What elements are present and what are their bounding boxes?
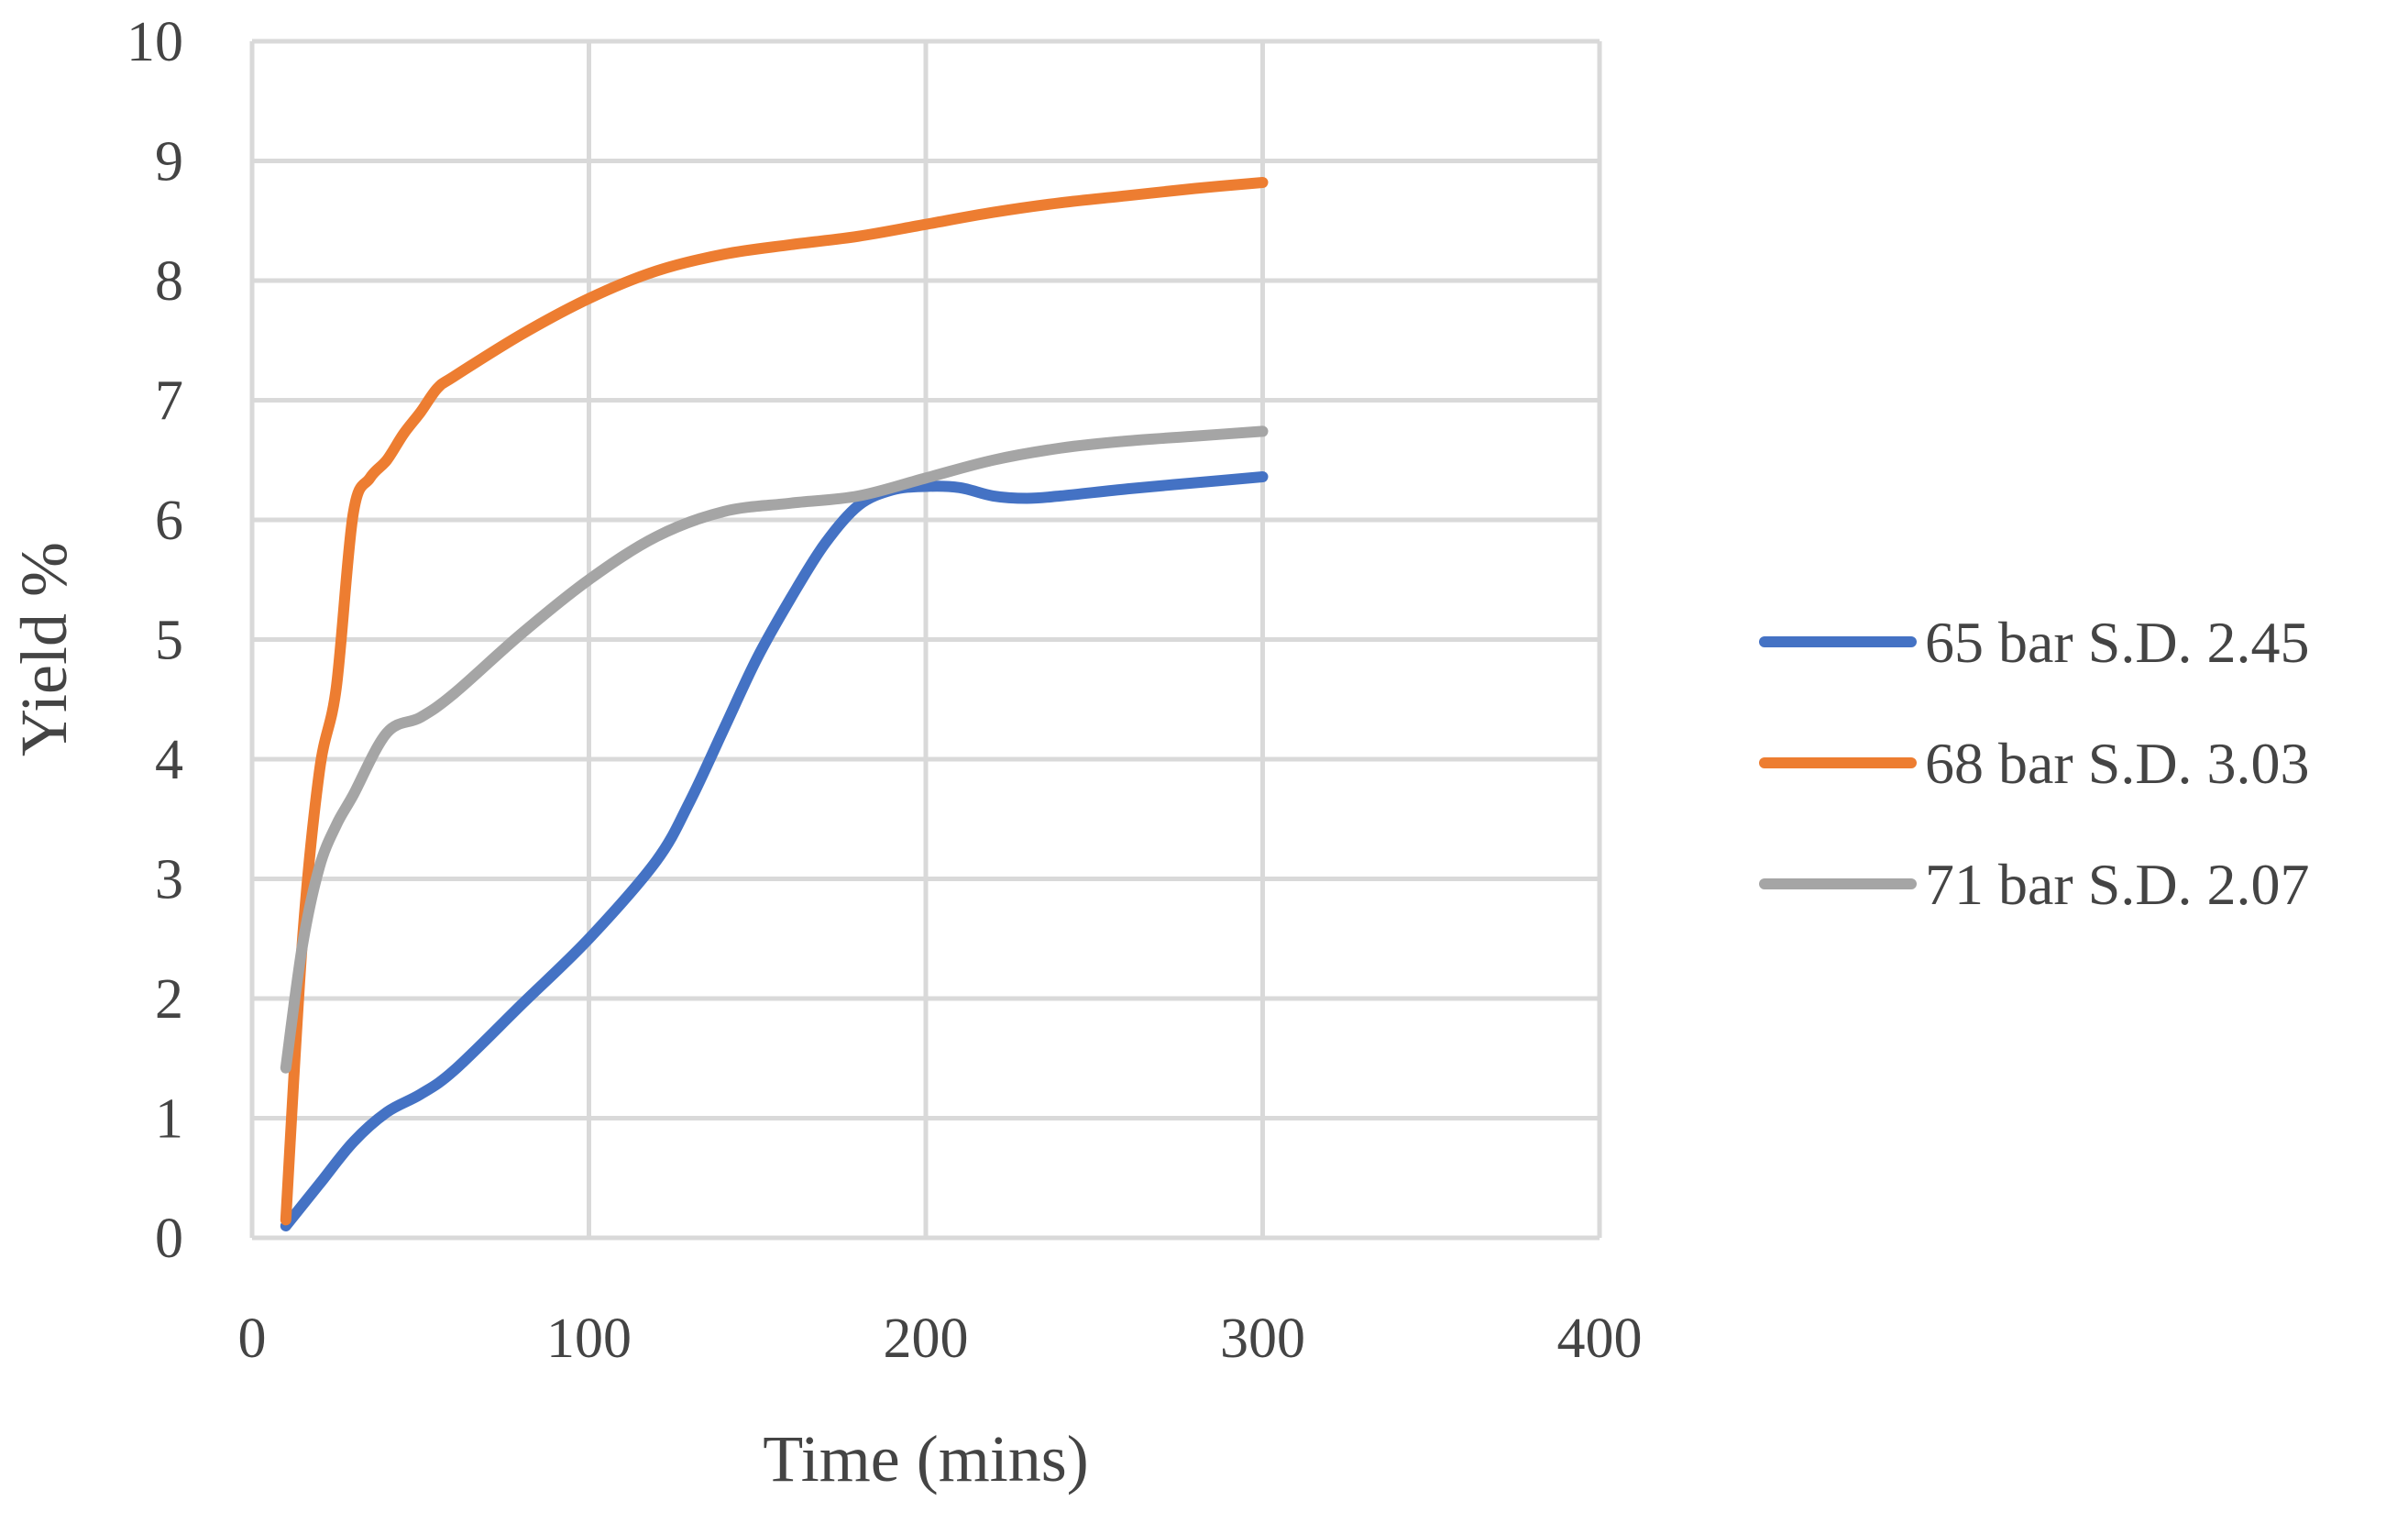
x-axis-title: Time (mins) bbox=[763, 1422, 1088, 1495]
y-tick-label: 0 bbox=[155, 1208, 183, 1270]
y-axis-title: Yield % bbox=[7, 542, 81, 756]
y-tick-label: 6 bbox=[155, 490, 183, 552]
y-tick-label: 2 bbox=[155, 968, 183, 1031]
x-tick-label: 0 bbox=[238, 1308, 267, 1370]
legend: 65 bar S.D. 2.45 68 bar S.D. 3.03 71 bar S… bbox=[1759, 610, 2310, 917]
data-series bbox=[280, 177, 1269, 1231]
y-tick-label: 7 bbox=[155, 370, 183, 433]
x-tick-label: 100 bbox=[546, 1308, 632, 1370]
y-tick-label: 9 bbox=[155, 131, 183, 193]
legend-label: 65 bar S.D. 2.45 bbox=[1925, 610, 2310, 675]
legend-label: 68 bar S.D. 3.03 bbox=[1925, 731, 2310, 796]
gridlines bbox=[249, 39, 1602, 1241]
series-line bbox=[280, 177, 1269, 1226]
y-tick-label: 10 bbox=[126, 11, 183, 73]
y-tick-label: 3 bbox=[155, 849, 183, 911]
legend-label: 71 bar S.D. 2.07 bbox=[1925, 852, 2310, 917]
series-line bbox=[280, 471, 1269, 1231]
x-tick-label: 300 bbox=[1220, 1308, 1305, 1370]
x-tick-label: 400 bbox=[1557, 1308, 1643, 1370]
y-tick-label: 8 bbox=[155, 250, 183, 313]
y-tick-label: 4 bbox=[155, 729, 183, 791]
y-tick-label: 5 bbox=[155, 610, 183, 672]
series-line bbox=[280, 425, 1269, 1074]
y-tick-label: 1 bbox=[155, 1088, 183, 1151]
x-tick-label: 200 bbox=[884, 1308, 969, 1370]
